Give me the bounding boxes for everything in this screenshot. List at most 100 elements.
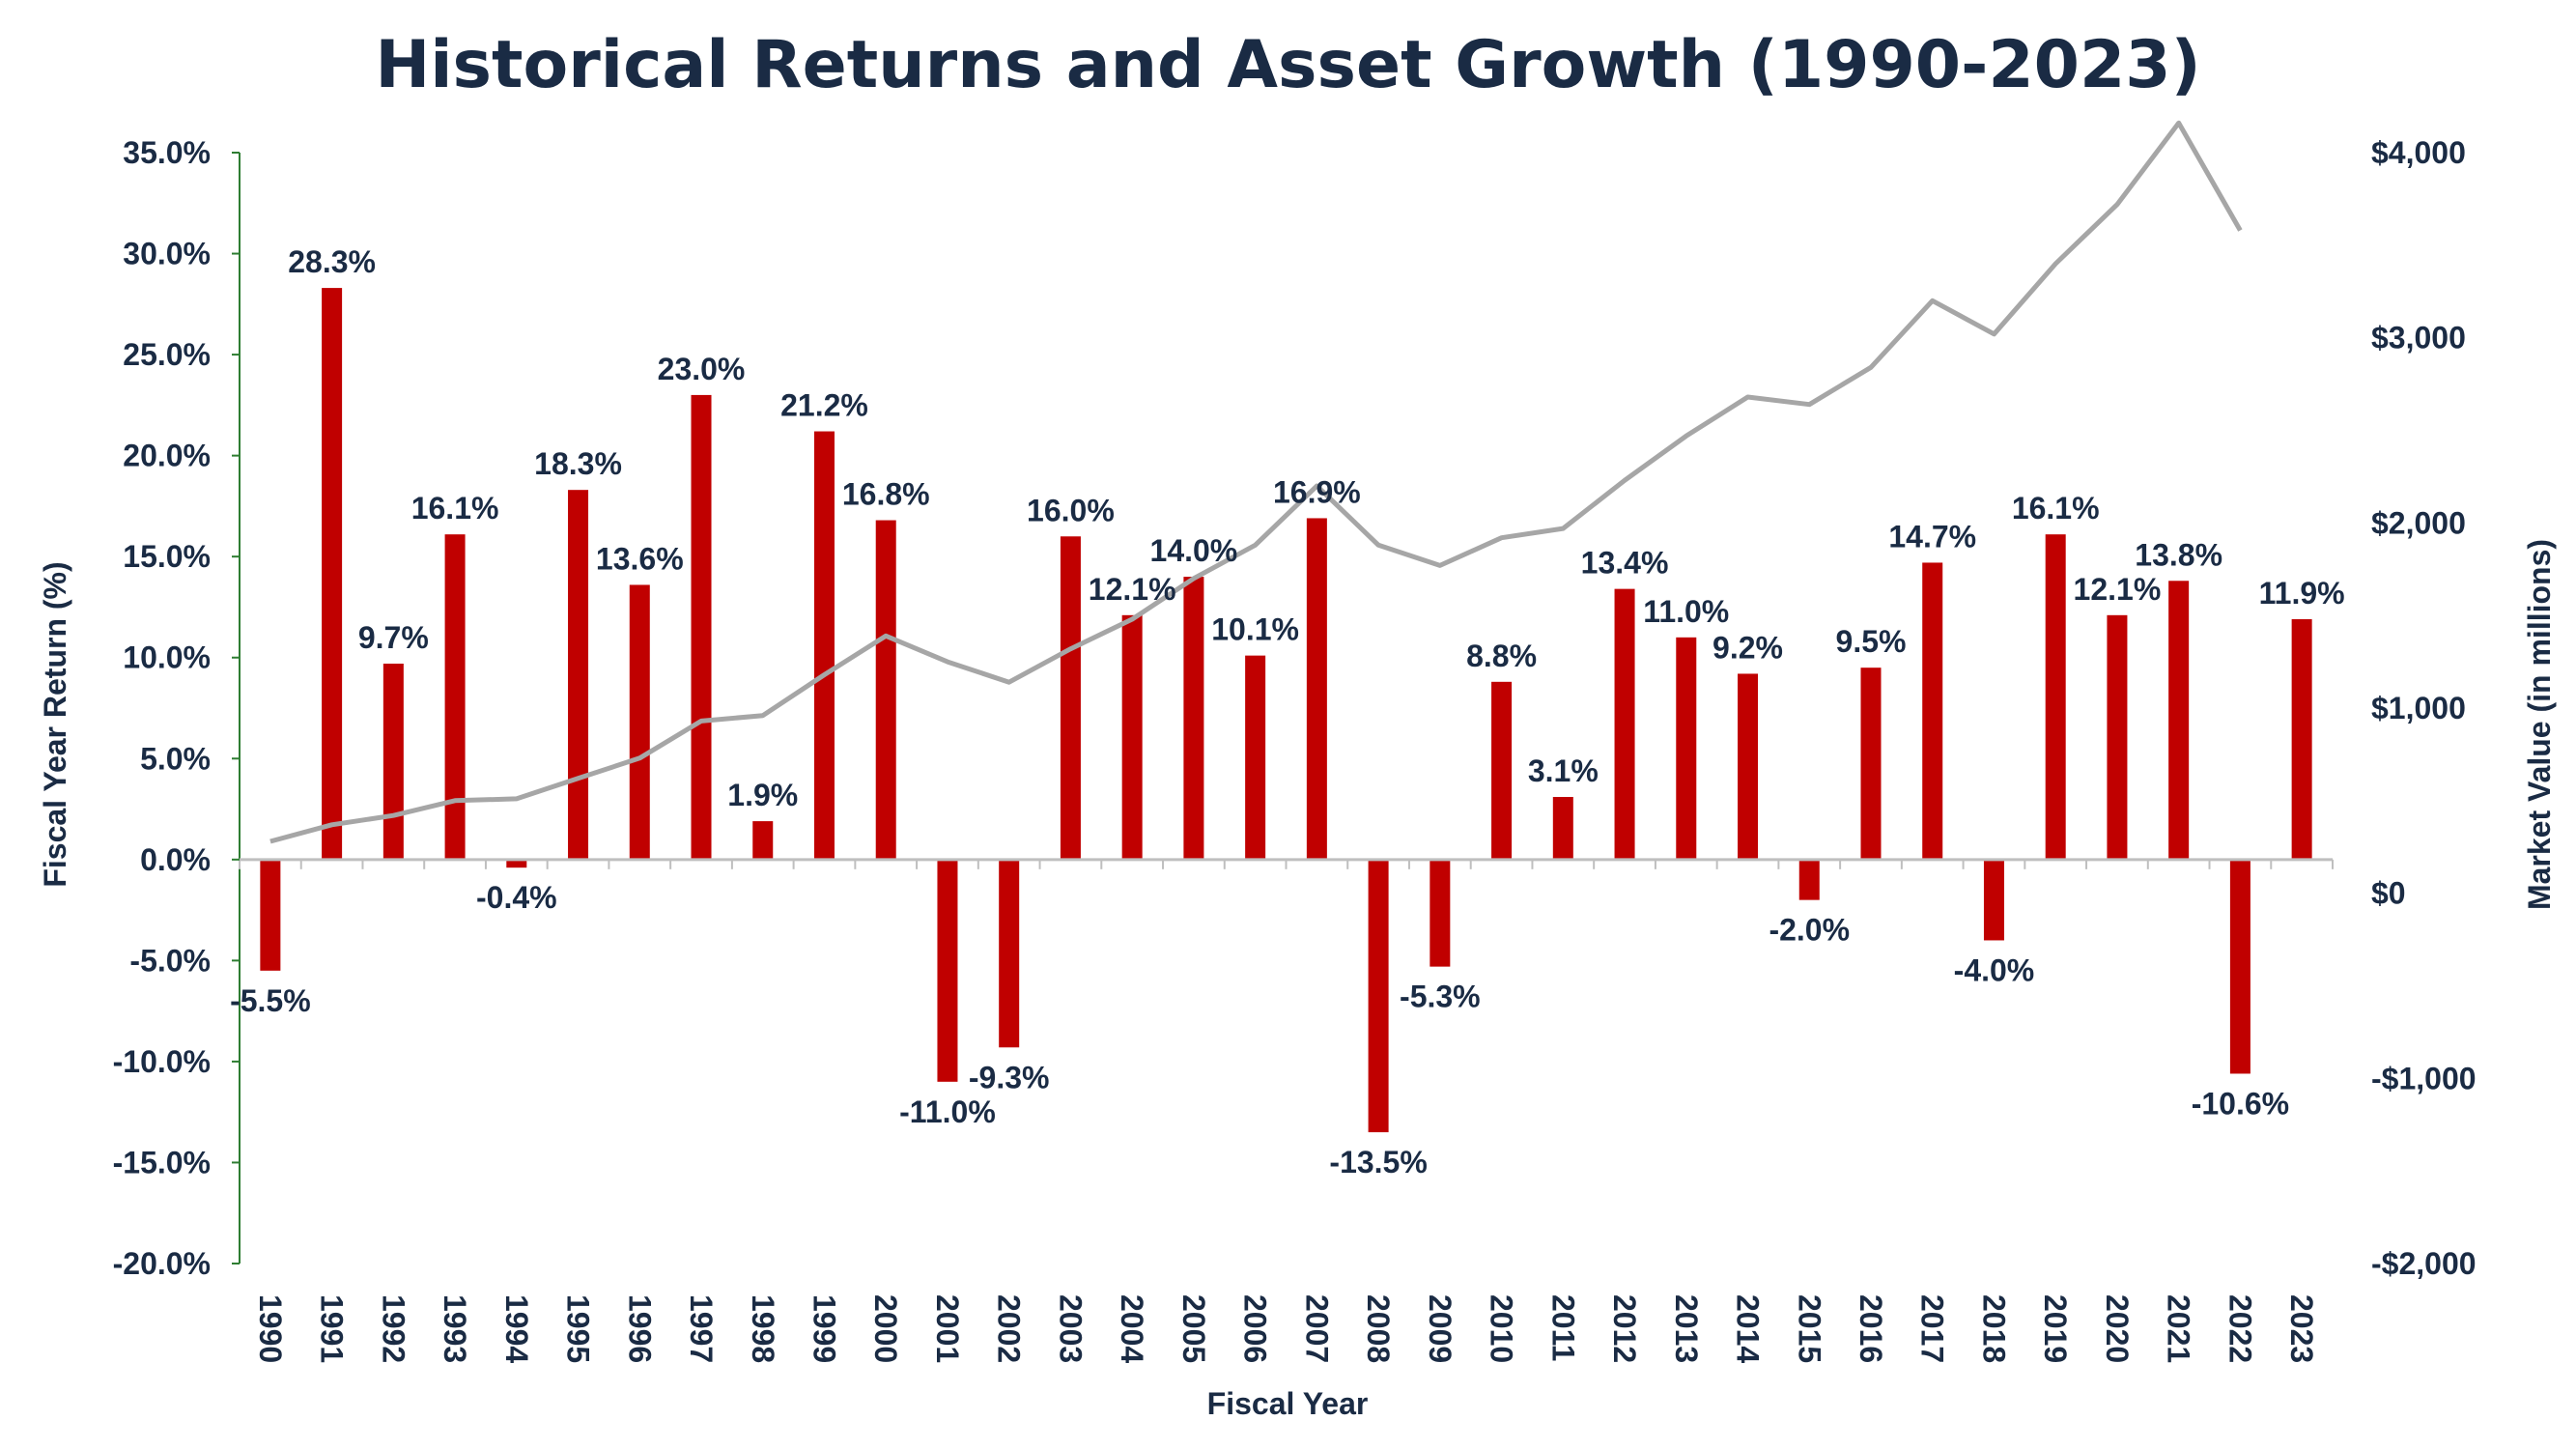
- bar-2011: [1552, 797, 1573, 860]
- data-label-2002: -9.3%: [969, 1060, 1050, 1094]
- data-label-2005: 14.0%: [1150, 533, 1238, 568]
- data-label-1991: 28.3%: [288, 244, 376, 279]
- x-tick-label: 1993: [438, 1294, 472, 1363]
- bar-2013: [1676, 637, 1697, 860]
- bar-2017: [1922, 562, 1943, 860]
- y2-tick-label: $3,000: [2371, 321, 2466, 355]
- y-tick-label: -20.0%: [113, 1246, 211, 1281]
- y-tick-label: 10.0%: [123, 640, 211, 675]
- x-tick-label: 2009: [1423, 1294, 1458, 1363]
- bar-2020: [2107, 614, 2128, 860]
- x-tick-label: 2004: [1115, 1294, 1149, 1363]
- data-label-2008: -13.5%: [1329, 1145, 1427, 1179]
- bar-1998: [752, 821, 774, 860]
- bar-2002: [999, 859, 1020, 1048]
- data-label-2007: 16.9%: [1273, 474, 1361, 509]
- x-tick-label: 2013: [1669, 1294, 1704, 1363]
- data-label-2013: 11.0%: [1643, 594, 1729, 629]
- data-label-1994: -0.4%: [476, 880, 557, 915]
- y-tick-label: 30.0%: [123, 237, 211, 271]
- bar-2015: [1798, 859, 1820, 900]
- data-label-2006: 10.1%: [1211, 612, 1299, 647]
- data-label-1995: 18.3%: [534, 446, 622, 481]
- x-tick-label: 2023: [2284, 1294, 2319, 1363]
- y2-tick-label: $4,000: [2371, 135, 2466, 170]
- x-tick-label: 2012: [1607, 1294, 1642, 1363]
- bar-2003: [1060, 536, 1081, 860]
- x-tick-label: 2011: [1545, 1294, 1580, 1361]
- x-tick-label: 2010: [1485, 1294, 1519, 1363]
- data-label-2022: -10.6%: [2192, 1086, 2289, 1121]
- bar-2010: [1491, 681, 1513, 860]
- y2-tick-label: $1,000: [2371, 691, 2466, 725]
- data-labels: -5.5% 28.3% 9.7% 16.1% -0.4% 18.3% 13.6% 23.0% 1…: [230, 244, 2345, 1179]
- x-tick-label: 2018: [1976, 1294, 2011, 1363]
- x-tick-label: 2003: [1053, 1294, 1088, 1363]
- data-label-2004: 12.1%: [1089, 572, 1176, 607]
- data-label-1990: -5.5%: [230, 983, 311, 1018]
- x-tick-label: 2021: [2162, 1294, 2196, 1363]
- x-tick-label: 2007: [1299, 1294, 1334, 1363]
- data-label-1998: 1.9%: [727, 778, 798, 812]
- data-label-2010: 8.8%: [1466, 639, 1537, 673]
- bar-2009: [1430, 859, 1451, 967]
- x-axis-title: Fiscal Year: [1207, 1386, 1369, 1421]
- x-tick-label: 1998: [746, 1294, 780, 1363]
- bar-1992: [382, 664, 404, 860]
- x-tick-label: 2005: [1176, 1294, 1211, 1363]
- y-tick-label: -10.0%: [113, 1044, 211, 1079]
- bar-1994: [506, 859, 527, 868]
- x-tick-label: 1995: [561, 1294, 596, 1363]
- x-tick-label: 2015: [1792, 1294, 1826, 1363]
- data-label-2015: -2.0%: [1769, 913, 1850, 948]
- x-tick-label: 1999: [807, 1294, 841, 1363]
- y2-tick-label: -$2,000: [2371, 1246, 2477, 1281]
- x-tick-label: 1996: [622, 1294, 657, 1363]
- bar-1999: [813, 431, 835, 860]
- data-label-2000: 16.8%: [842, 477, 930, 512]
- data-label-2017: 14.7%: [1888, 519, 1976, 554]
- data-label-1996: 13.6%: [596, 541, 684, 576]
- bar-2022: [2229, 859, 2250, 1074]
- data-label-2021: 13.8%: [2135, 537, 2222, 572]
- data-label-1997: 23.0%: [658, 352, 746, 386]
- y-tick-label: 25.0%: [123, 337, 211, 372]
- data-label-1993: 16.1%: [411, 491, 499, 526]
- bar-2000: [875, 520, 896, 860]
- x-tick-labels: 1990 1991 1992 1993 1994 1995 1996 1997 1998 1999…: [253, 1294, 2319, 1363]
- bar-1993: [444, 534, 466, 860]
- data-label-2003: 16.0%: [1027, 493, 1115, 527]
- axes: [232, 152, 2334, 1264]
- y2-tick-label: -$1,000: [2371, 1061, 2477, 1095]
- chart-title: Historical Returns and Asset Growth (199…: [375, 27, 2201, 103]
- bar-2001: [937, 859, 958, 1082]
- x-tick-label: 1991: [315, 1294, 350, 1363]
- data-label-1999: 21.2%: [780, 388, 868, 423]
- bar-1991: [322, 288, 343, 860]
- bar-2004: [1121, 614, 1143, 860]
- x-tick-label: 2022: [2222, 1294, 2257, 1363]
- x-tick-label: 2002: [992, 1294, 1027, 1363]
- bar-2016: [1860, 668, 1882, 860]
- bar-2023: [2291, 619, 2312, 860]
- data-label-2001: -11.0%: [899, 1094, 996, 1129]
- bar-1996: [629, 584, 650, 860]
- bar-1990: [260, 859, 281, 971]
- data-label-2016: 9.5%: [1836, 624, 1907, 659]
- bar-2006: [1245, 655, 1266, 860]
- y2-tick-label: $0: [2371, 876, 2406, 911]
- data-label-2019: 16.1%: [2012, 491, 2100, 526]
- data-label-2023: 11.9%: [2259, 576, 2345, 611]
- y-tick-labels: 35.0% 30.0% 25.0% 20.0% 15.0% 10.0% 5.0% 0.0% -5…: [113, 135, 211, 1281]
- y-tick-label: 15.0%: [123, 539, 211, 574]
- data-label-2020: 12.1%: [2074, 572, 2162, 607]
- y2-tick-labels: $4,000 $3,000 $2,000 $1,000 $0 -$1,000 -$2,000: [2371, 135, 2477, 1281]
- data-label-2009: -5.3%: [1400, 980, 1481, 1014]
- bar-2021: [2168, 581, 2190, 860]
- data-label-2012: 13.4%: [1581, 546, 1669, 581]
- x-tick-label: 1992: [376, 1294, 410, 1363]
- bar-2014: [1738, 673, 1759, 860]
- bar-2018: [1983, 859, 2004, 941]
- x-tick-label: 2019: [2038, 1294, 2073, 1363]
